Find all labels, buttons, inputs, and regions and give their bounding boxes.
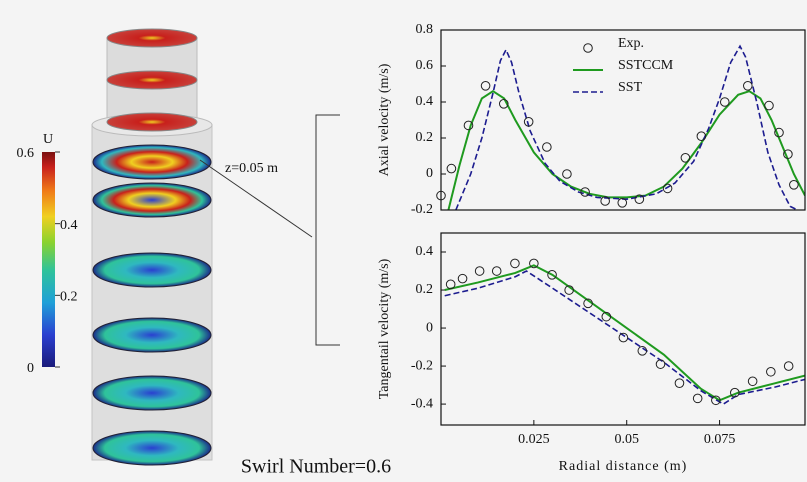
colorbar-tick-label: 0.2 [60, 290, 78, 305]
data-point [445, 279, 456, 290]
y-tick-label: 0.8 [416, 22, 434, 37]
colorbar-tick-label: 0.6 [17, 146, 35, 161]
data-point [711, 395, 721, 406]
colorbar-title: U [43, 132, 53, 147]
data-point [783, 361, 794, 371]
data-point [766, 366, 776, 377]
y-tick-label: 0.4 [416, 94, 434, 109]
data-point [446, 163, 457, 174]
data-point [617, 198, 628, 208]
data-point [789, 180, 799, 190]
y-tick-label: 0 [426, 320, 433, 335]
y-axis-label: Tangentail velocity (m/s) [377, 258, 392, 399]
data-point [747, 376, 758, 387]
data-point [562, 169, 572, 179]
legend-marker [583, 43, 593, 53]
plot-area [444, 264, 805, 406]
data-point [542, 142, 552, 152]
caption: Swirl Number=0.6 [241, 456, 391, 478]
y-tick-label: 0.2 [416, 282, 434, 297]
y-axis-label: Axial velocity (m/s) [377, 63, 392, 176]
y-tick-label: 0 [426, 166, 433, 181]
data-point [474, 266, 485, 276]
series-line [444, 270, 805, 406]
colorbar-tick-label: 0 [27, 361, 34, 376]
data-point [783, 149, 793, 159]
data-point [696, 131, 707, 141]
y-tick-label: 0.4 [416, 244, 434, 259]
data-point [680, 153, 691, 163]
data-point [692, 393, 703, 404]
y-tick-label: -0.2 [411, 202, 433, 217]
data-point [719, 97, 730, 107]
cylinder-rendering [91, 28, 340, 466]
legend-label: SST [618, 80, 643, 95]
series-line [455, 44, 798, 210]
plot-frame [440, 29, 806, 211]
data-point [480, 81, 491, 91]
data-point [463, 120, 474, 131]
legend-label: Exp. [618, 36, 644, 51]
data-point [655, 359, 666, 369]
data-point [583, 298, 593, 309]
data-point [564, 285, 574, 295]
data-point [674, 378, 685, 388]
colorbar-tick-label: 0.4 [60, 218, 78, 233]
data-point [600, 196, 610, 206]
series-line [444, 264, 805, 402]
plot-area [447, 44, 805, 210]
data-point [662, 183, 673, 194]
data-point [529, 258, 539, 269]
data-point [730, 387, 740, 398]
y-tick-label: 0.2 [416, 130, 434, 145]
plane-annotation: z=0.05 m [225, 161, 278, 176]
data-point [580, 187, 590, 197]
y-tick-label: -0.2 [411, 358, 433, 373]
data-point [498, 99, 509, 109]
x-tick-label: 0.05 [614, 432, 639, 447]
series-line [447, 90, 805, 210]
data-point [618, 332, 629, 343]
colorbar [42, 152, 55, 367]
x-axis-label: Radial distance (m) [559, 459, 688, 474]
data-point [637, 346, 648, 356]
legend-label: SSTCCM [618, 58, 674, 73]
data-point [491, 266, 502, 276]
data-point [743, 81, 753, 91]
data-point [510, 258, 520, 269]
x-tick-label: 0.075 [704, 432, 736, 447]
data-point [634, 194, 645, 204]
y-tick-label: -0.4 [411, 396, 433, 411]
y-tick-label: 0.6 [416, 58, 434, 73]
plot-frame [440, 232, 806, 426]
data-point [547, 270, 557, 280]
x-tick-label: 0.025 [518, 432, 550, 447]
data-point [601, 311, 612, 322]
data-point [523, 117, 534, 127]
data-point [774, 127, 784, 138]
data-point [764, 100, 774, 111]
data-point [457, 273, 468, 284]
